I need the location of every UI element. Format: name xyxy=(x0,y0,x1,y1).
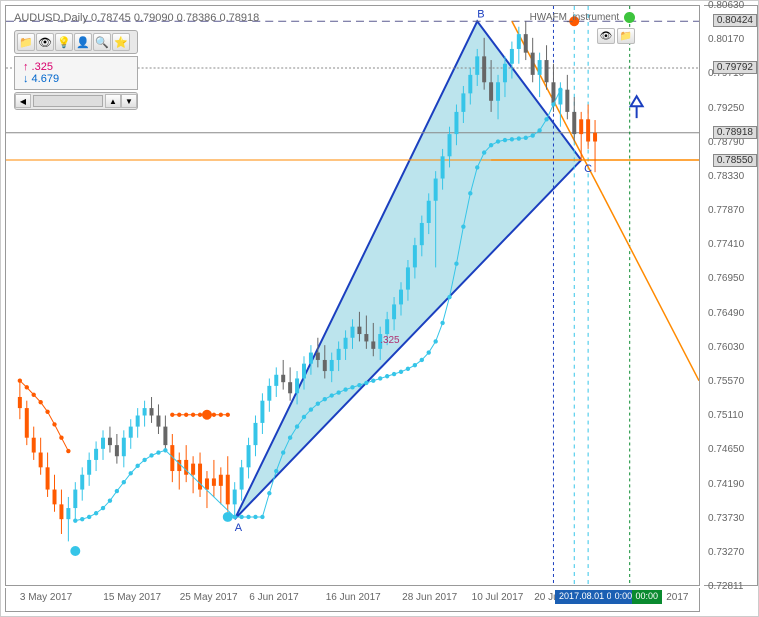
indicator-circle-icon xyxy=(624,12,635,23)
y-tick: 0.77410 xyxy=(708,239,744,250)
y-tick: 0.75110 xyxy=(708,410,743,421)
price-tag: 0.79792 xyxy=(713,61,757,74)
y-tick: 0.76490 xyxy=(708,308,744,319)
price-tag: 0.80424 xyxy=(713,14,757,27)
y-tick: 0.73730 xyxy=(708,513,744,524)
x-tick: 15 May 2017 xyxy=(103,592,161,603)
x-tick: 3 May 2017 xyxy=(20,592,72,603)
y-tick: 0.79250 xyxy=(708,103,744,114)
user-icon[interactable]: 👤 xyxy=(74,33,92,51)
x-tick: 25 May 2017 xyxy=(180,592,238,603)
y-tick: 0.76950 xyxy=(708,273,744,284)
y-tick: 0.74190 xyxy=(708,479,744,490)
svg-text:.325: .325 xyxy=(380,335,400,346)
y-tick: 0.72811 xyxy=(708,581,743,592)
y-axis: 0.806300.801700.797100.792500.787900.783… xyxy=(704,5,758,586)
svg-text:C: C xyxy=(584,163,592,175)
star-icon[interactable]: ⭐ xyxy=(112,33,130,51)
eye-icon[interactable]: 👁 xyxy=(36,33,54,51)
toolbar-row: 📁 👁 💡 👤 🔍 ⭐ xyxy=(14,30,138,54)
scroll-up-icon[interactable]: ▲ xyxy=(105,94,121,108)
y-tick: 0.80630 xyxy=(708,0,744,11)
y-tick: 0.80170 xyxy=(708,34,744,45)
svg-text:A: A xyxy=(235,522,243,534)
y-tick: 0.78330 xyxy=(708,171,744,182)
x-highlight: 00:00 xyxy=(632,590,663,604)
y-tick: 0.77870 xyxy=(708,205,744,216)
svg-text:B: B xyxy=(477,8,484,20)
bulb-icon[interactable]: 💡 xyxy=(55,33,73,51)
chart-title: AUDUSD,Daily 0.78745 0.79090 0.78386 0.7… xyxy=(14,12,259,24)
folder-icon[interactable]: 📁 xyxy=(17,33,35,51)
info-up: ↑ .325 xyxy=(23,61,129,73)
price-tag: 0.78918 xyxy=(713,126,757,139)
search-icon[interactable]: 🔍 xyxy=(93,33,111,51)
scroll-left-icon[interactable]: ◀ xyxy=(15,94,31,108)
y-tick: 0.74650 xyxy=(708,444,744,455)
indicator-buttons: 👁 📁 xyxy=(597,28,635,44)
indicator-label: HWAFM_instrument xyxy=(530,12,635,23)
x-tick: 2017 xyxy=(666,592,688,603)
scroll-bar[interactable]: ◀ ▲ ▼ xyxy=(14,92,138,110)
eye-icon[interactable]: 👁 xyxy=(597,28,615,44)
scroll-track[interactable] xyxy=(33,95,103,107)
y-tick: 0.76030 xyxy=(708,342,744,353)
price-tag: 0.78550 xyxy=(713,154,757,167)
info-down: ↓ 4.679 xyxy=(23,73,129,85)
x-axis: 3 May 2017 15 May 2017 25 May 2017 6 Jun 20… xyxy=(5,588,700,612)
x-tick: 16 Jun 2017 xyxy=(326,592,381,603)
x-tick: 10 Jul 2017 xyxy=(472,592,524,603)
x-tick: 28 Jun 2017 xyxy=(402,592,457,603)
toolbar: 📁 👁 💡 👤 🔍 ⭐ ↑ .325 ↓ 4.679 ◀ ▲ ▼ xyxy=(14,30,138,110)
y-tick: 0.73270 xyxy=(708,547,744,558)
x-tick: 6 Jun 2017 xyxy=(249,592,299,603)
folder-icon[interactable]: 📁 xyxy=(617,28,635,44)
chart-area[interactable]: AUDUSD,Daily 0.78745 0.79090 0.78386 0.7… xyxy=(5,5,700,586)
y-tick: 0.75570 xyxy=(708,376,744,387)
info-panel: ↑ .325 ↓ 4.679 xyxy=(14,56,138,90)
scroll-down-icon[interactable]: ▼ xyxy=(121,94,137,108)
